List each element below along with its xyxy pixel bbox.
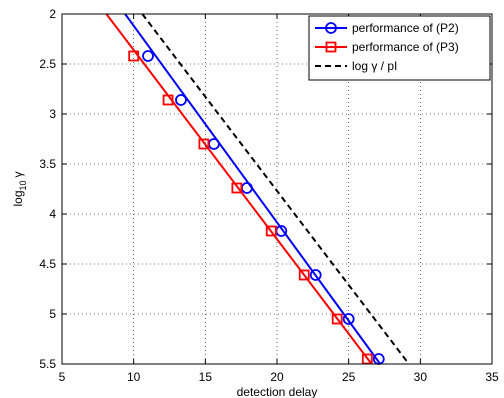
y-tick-label: 3.5 — [39, 157, 56, 171]
y-tick-label: 5.5 — [39, 357, 56, 371]
data-point — [331, 313, 343, 325]
series-layer — [105, 13, 410, 365]
x-tick-label: 5 — [59, 370, 66, 384]
legend-label: performance of (P2) — [352, 21, 459, 35]
y-axis-label-sub: 10 — [18, 180, 28, 190]
x-tick-label: 15 — [199, 370, 213, 384]
legend: performance of (P2) performance of (P3) lo… — [308, 15, 491, 81]
y-tick-label: 4.5 — [39, 257, 56, 271]
legend-marker — [325, 22, 337, 34]
y-tick-label: 5 — [49, 307, 56, 321]
x-tick-label: 20 — [270, 370, 284, 384]
series-3 — [141, 13, 410, 365]
data-point — [342, 313, 355, 325]
data-point — [162, 94, 174, 106]
x-tick-label: 35 — [485, 370, 499, 384]
y-axis-label-var: γ — [11, 171, 25, 177]
x-axis-label: detection delay — [237, 385, 318, 398]
data-point — [198, 138, 210, 150]
data-point — [128, 50, 140, 62]
y-tick-label: 2 — [49, 7, 56, 21]
y-axis-label-base: log — [11, 191, 25, 207]
y-tick-label: 4 — [49, 207, 56, 221]
x-tick-label: 10 — [127, 370, 141, 384]
data-point — [265, 225, 277, 237]
legend-label: log γ / pI — [352, 59, 397, 73]
legend-marker — [325, 41, 337, 53]
series-1 — [124, 13, 385, 365]
data-point — [231, 182, 243, 194]
data-point — [298, 269, 310, 281]
data-point — [309, 269, 322, 281]
data-point — [142, 50, 154, 62]
x-tick-label: 25 — [342, 370, 356, 384]
y-axis-label: log10 γ — [11, 171, 28, 206]
legend-label: performance of (P3) — [352, 40, 459, 54]
series-line — [141, 13, 410, 365]
series-line — [105, 13, 373, 365]
x-tick-label: 30 — [414, 370, 428, 384]
y-tick-label: 3 — [49, 107, 56, 121]
y-tick-label: 2.5 — [39, 57, 56, 71]
data-point — [175, 94, 187, 106]
